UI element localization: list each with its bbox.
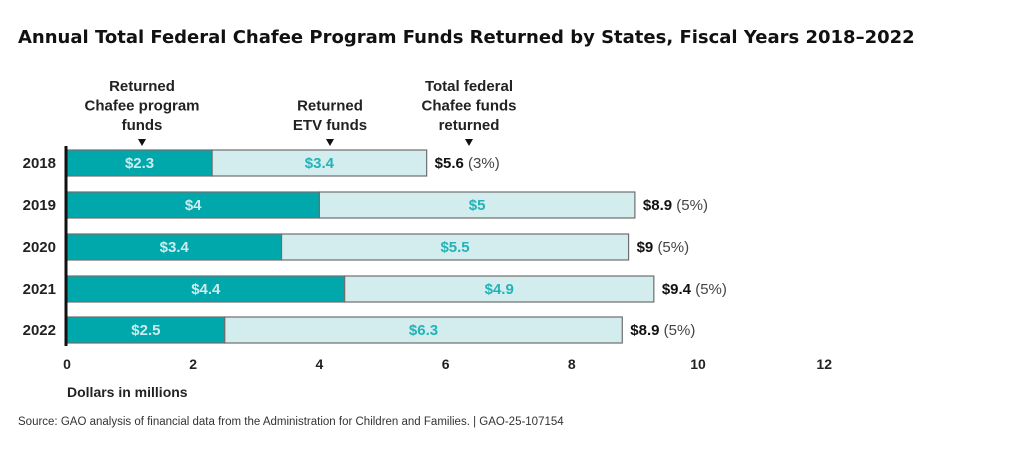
bar-value-label: $3.4 bbox=[160, 239, 190, 256]
x-tick-label: 10 bbox=[690, 356, 706, 372]
bar-value-label: $6.3 bbox=[409, 322, 438, 339]
annotation-label: returned bbox=[439, 117, 500, 134]
bar-value-label: $2.3 bbox=[125, 155, 154, 172]
y-tick-label: 2020 bbox=[23, 239, 56, 256]
total-value: $8.9 bbox=[630, 322, 663, 339]
bar-segment bbox=[211, 149, 428, 177]
bar-segment bbox=[344, 275, 655, 303]
x-axis-label: Dollars in millions bbox=[67, 384, 188, 400]
x-tick-label: 0 bbox=[63, 356, 71, 372]
annotation-label: Total federal bbox=[425, 78, 513, 95]
bar-value-label: $4.4 bbox=[191, 281, 221, 298]
bar-value-label: $5 bbox=[469, 197, 486, 214]
annotation-label: Chafee funds bbox=[421, 98, 516, 115]
total-label: $9.4 (5%) bbox=[662, 281, 727, 298]
x-tick-label: 12 bbox=[816, 356, 832, 372]
bar-segment bbox=[224, 316, 623, 344]
total-label: $5.6 (3%) bbox=[435, 155, 500, 172]
annotation-label: Returned bbox=[297, 98, 363, 115]
total-percent: (5%) bbox=[664, 322, 696, 339]
x-tick-label: 6 bbox=[442, 356, 450, 372]
annotation-label: Returned bbox=[109, 78, 175, 95]
y-tick-label: 2018 bbox=[23, 155, 56, 172]
total-label: $8.9 (5%) bbox=[630, 322, 695, 339]
total-percent: (5%) bbox=[695, 281, 727, 298]
total-value: $9.4 bbox=[662, 281, 695, 298]
arrow-down-icon bbox=[465, 139, 473, 146]
annotation-label: ETV funds bbox=[293, 117, 367, 134]
x-tick-label: 4 bbox=[316, 356, 324, 372]
source-note: Source: GAO analysis of financial data f… bbox=[18, 416, 564, 428]
total-label: $9 (5%) bbox=[637, 239, 690, 256]
x-tick-label: 8 bbox=[568, 356, 576, 372]
bar-value-label: $3.4 bbox=[305, 155, 335, 172]
annotation-label: funds bbox=[122, 117, 163, 134]
bar-value-label: $2.5 bbox=[131, 322, 160, 339]
arrow-down-icon bbox=[138, 139, 146, 146]
total-value: $8.9 bbox=[643, 197, 676, 214]
bar-segment bbox=[318, 191, 636, 219]
y-tick-label: 2019 bbox=[23, 197, 56, 214]
bar-value-label: $5.5 bbox=[440, 239, 469, 256]
annotation-label: Chafee program bbox=[84, 98, 199, 115]
x-tick-label: 2 bbox=[189, 356, 197, 372]
total-value: $9 bbox=[637, 239, 658, 256]
bar-segment bbox=[66, 191, 320, 219]
bar-segment bbox=[280, 233, 630, 261]
y-tick-label: 2021 bbox=[23, 281, 56, 298]
chart-title: Annual Total Federal Chafee Program Fund… bbox=[18, 27, 915, 48]
total-percent: (5%) bbox=[676, 197, 708, 214]
y-tick-label: 2022 bbox=[23, 322, 56, 339]
total-value: $5.6 bbox=[435, 155, 468, 172]
bar-segment bbox=[66, 275, 346, 303]
total-percent: (5%) bbox=[657, 239, 689, 256]
bar-value-label: $4.9 bbox=[485, 281, 514, 298]
total-label: $8.9 (5%) bbox=[643, 197, 708, 214]
bar-segment bbox=[66, 233, 283, 261]
bar-value-label: $4 bbox=[185, 197, 202, 214]
total-percent: (3%) bbox=[468, 155, 500, 172]
arrow-down-icon bbox=[326, 139, 334, 146]
